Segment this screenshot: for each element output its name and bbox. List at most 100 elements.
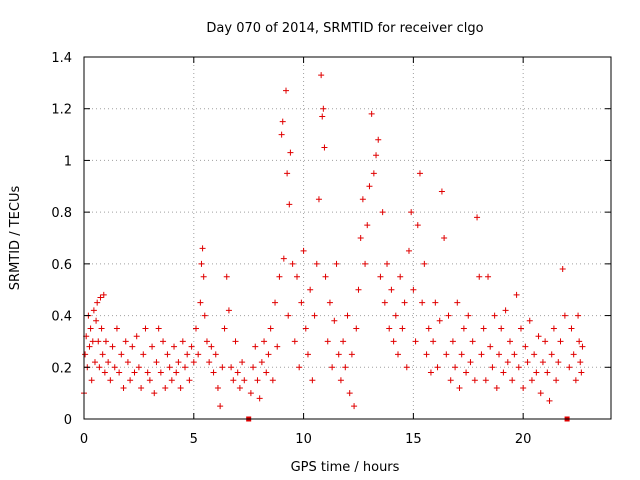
data-point (214, 384, 221, 391)
data-point (241, 377, 248, 384)
data-point (373, 152, 380, 159)
data-point (208, 343, 215, 350)
y-tick-label: 0.2 (51, 361, 72, 376)
data-point (335, 351, 342, 358)
data-point (395, 351, 402, 358)
data-point (284, 170, 291, 177)
data-point (223, 273, 230, 280)
data-point (485, 273, 492, 280)
data-point (478, 351, 485, 358)
data-point (221, 325, 228, 332)
data-point (502, 307, 509, 314)
data-point (116, 369, 123, 376)
data-point (321, 144, 328, 151)
data-point (392, 312, 399, 319)
data-point (362, 260, 369, 267)
data-point (509, 377, 516, 384)
data-point (291, 338, 298, 345)
data-point (544, 369, 551, 376)
data-point (95, 338, 102, 345)
data-point (515, 364, 522, 371)
data-point (414, 222, 421, 229)
grid-lines (84, 57, 611, 419)
data-point (412, 338, 419, 345)
data-point (82, 351, 89, 358)
data-point (430, 338, 437, 345)
data-point (278, 131, 285, 138)
data-point (280, 255, 287, 262)
data-point (524, 359, 531, 366)
data-point (535, 333, 542, 340)
data-point (138, 384, 145, 391)
data-point (263, 369, 270, 376)
data-point (86, 343, 93, 350)
data-point (348, 351, 355, 358)
data-point (212, 351, 219, 358)
data-point (88, 377, 95, 384)
data-point (153, 359, 160, 366)
data-point (228, 364, 235, 371)
data-point (427, 369, 434, 376)
data-point (390, 338, 397, 345)
data-point (326, 299, 333, 306)
data-point (293, 273, 300, 280)
data-point (542, 338, 549, 345)
data-point (578, 369, 585, 376)
data-point (421, 260, 428, 267)
data-point (458, 351, 465, 358)
data-point (480, 325, 487, 332)
data-point (559, 266, 566, 273)
data-point (157, 369, 164, 376)
data-point (546, 397, 553, 404)
data-point (370, 170, 377, 177)
data-point (566, 364, 573, 371)
data-point (432, 299, 439, 306)
plot-frame (83, 56, 612, 420)
data-point (465, 312, 472, 319)
data-point (557, 338, 564, 345)
data-point (513, 291, 520, 298)
y-tick-label: 1.4 (51, 51, 72, 66)
data-point (397, 273, 404, 280)
data-point (149, 343, 156, 350)
data-point (144, 369, 151, 376)
data-point (346, 390, 353, 397)
data-point (192, 325, 199, 332)
data-point (101, 369, 108, 376)
data-point (368, 110, 375, 117)
y-tick-label: 0 (64, 413, 72, 428)
data-point (531, 351, 538, 358)
data-point (96, 364, 103, 371)
data-point (401, 299, 408, 306)
data-point (283, 87, 290, 94)
data-point (511, 351, 518, 358)
data-point (127, 377, 134, 384)
data-point (122, 338, 129, 345)
data-point (469, 338, 476, 345)
data-point (526, 317, 533, 324)
data-point (179, 338, 186, 345)
data-point (388, 286, 395, 293)
data-point (329, 364, 336, 371)
data-point (230, 377, 237, 384)
data-point (471, 377, 478, 384)
data-point (175, 359, 182, 366)
data-point (304, 351, 311, 358)
data-point (250, 364, 257, 371)
data-point (197, 299, 204, 306)
data-point (89, 338, 96, 345)
x-tick-label: 10 (295, 432, 312, 447)
data-point (410, 286, 417, 293)
data-point (184, 351, 191, 358)
data-point (269, 377, 276, 384)
data-point (366, 183, 373, 190)
data-point (100, 291, 107, 298)
data-point (99, 351, 106, 358)
data-point (234, 369, 241, 376)
data-point (315, 196, 322, 203)
data-point (289, 260, 296, 267)
data-point (90, 307, 97, 314)
data-point (166, 364, 173, 371)
data-point (482, 377, 489, 384)
data-point (568, 325, 575, 332)
